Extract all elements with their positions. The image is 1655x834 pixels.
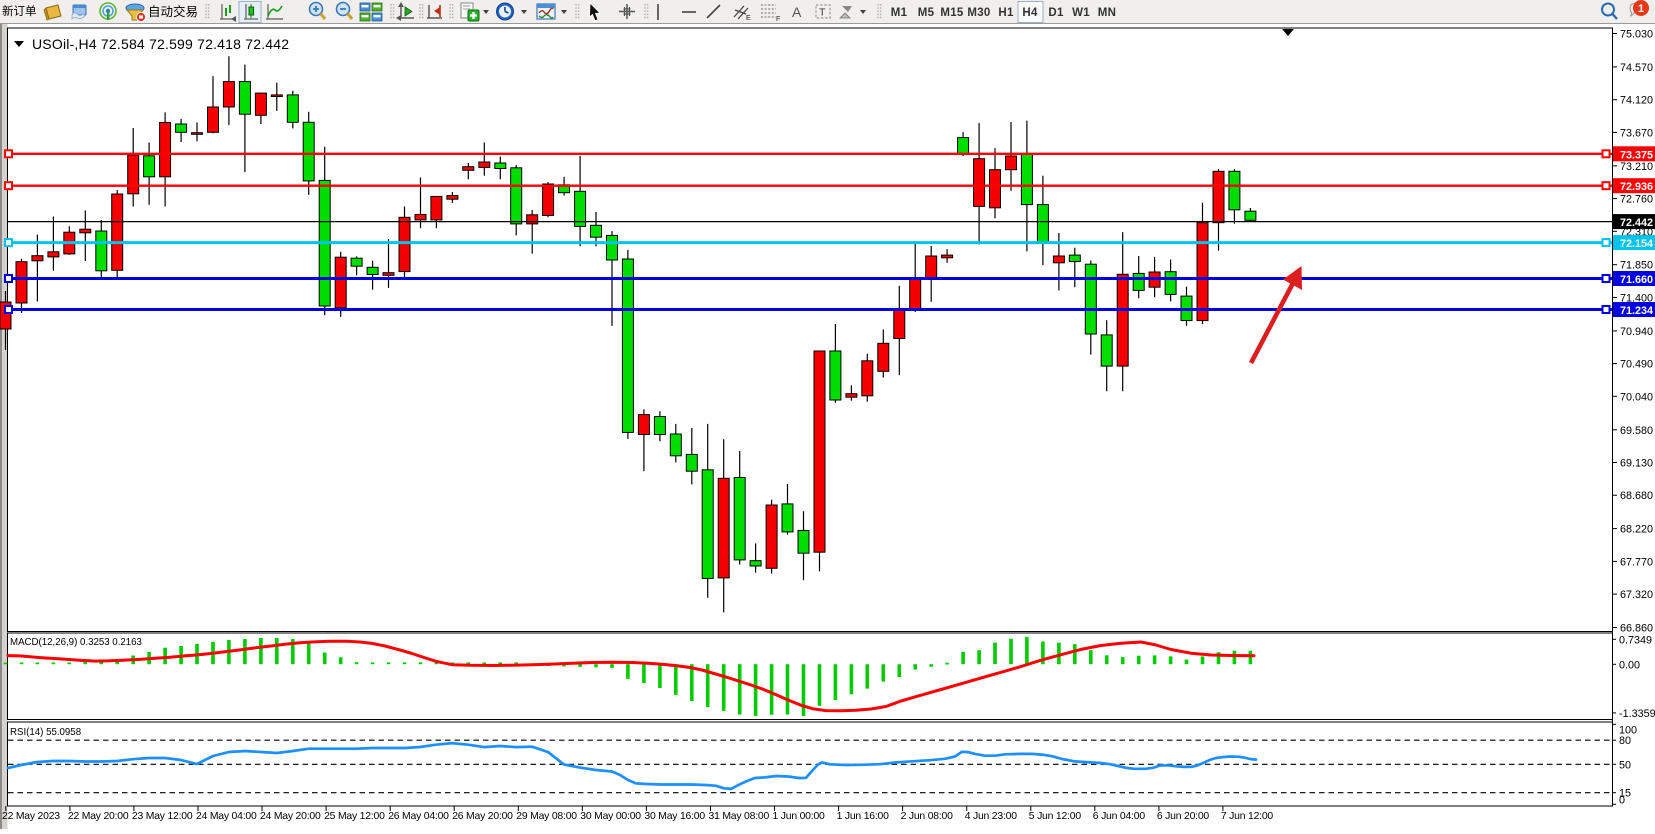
svg-text:22 May 2023: 22 May 2023 (2, 811, 60, 822)
svg-text:70.490: 70.490 (1620, 359, 1653, 371)
svg-text:73.210: 73.210 (1620, 161, 1653, 173)
svg-text:0: 0 (1619, 795, 1625, 807)
svg-text:80: 80 (1619, 735, 1631, 747)
svg-text:26 May 20:00: 26 May 20:00 (452, 811, 513, 822)
svg-text:68.680: 68.680 (1620, 490, 1653, 502)
svg-text:MN: MN (1098, 7, 1117, 19)
svg-text:72.936: 72.936 (1620, 181, 1653, 193)
svg-text:24 May 04:00: 24 May 04:00 (196, 811, 257, 822)
svg-text:F: F (776, 16, 780, 23)
svg-text:D1: D1 (1048, 7, 1064, 19)
svg-text:22 May 20:00: 22 May 20:00 (68, 811, 129, 822)
svg-text:E: E (746, 15, 751, 22)
svg-text:67.320: 67.320 (1620, 589, 1653, 601)
svg-text:74.570: 74.570 (1620, 62, 1653, 74)
svg-text:1: 1 (1638, 3, 1644, 15)
svg-text:5 Jun 12:00: 5 Jun 12:00 (1029, 811, 1082, 822)
svg-text:73.670: 73.670 (1620, 127, 1653, 139)
svg-text:72.154: 72.154 (1620, 238, 1653, 250)
svg-text:RSI(14) 55.0958: RSI(14) 55.0958 (10, 727, 81, 738)
svg-text:25 May 12:00: 25 May 12:00 (324, 811, 385, 822)
svg-text:70.040: 70.040 (1620, 391, 1653, 403)
svg-text:100: 100 (1619, 725, 1637, 737)
svg-text:7 Jun 12:00: 7 Jun 12:00 (1221, 811, 1274, 822)
svg-text:MACD(12,26,9) 0.3253 0.2163: MACD(12,26,9) 0.3253 0.2163 (10, 637, 142, 648)
svg-text:72.760: 72.760 (1620, 194, 1653, 206)
svg-text:M15: M15 (940, 7, 964, 19)
svg-text:1 Jun 16:00: 1 Jun 16:00 (837, 811, 890, 822)
svg-text:新订单: 新订单 (2, 4, 37, 18)
svg-text:-1.3359: -1.3359 (1619, 708, 1655, 720)
svg-text:0.7349: 0.7349 (1619, 634, 1652, 646)
svg-text:6 Jun 04:00: 6 Jun 04:00 (1093, 811, 1146, 822)
svg-text:4 Jun 23:00: 4 Jun 23:00 (965, 811, 1018, 822)
svg-text:15: 15 (1619, 788, 1631, 800)
svg-text:67.770: 67.770 (1620, 556, 1653, 568)
svg-text:69.580: 69.580 (1620, 425, 1653, 437)
svg-text:71.850: 71.850 (1620, 260, 1653, 272)
svg-text:69.130: 69.130 (1620, 458, 1653, 470)
svg-text:66.860: 66.860 (1620, 623, 1653, 635)
svg-text:26 May 04:00: 26 May 04:00 (388, 811, 449, 822)
svg-text:75.030: 75.030 (1620, 29, 1653, 41)
svg-text:W1: W1 (1072, 7, 1090, 19)
svg-text:自动交易: 自动交易 (148, 4, 198, 19)
svg-text:70.940: 70.940 (1620, 326, 1653, 338)
svg-text:1 Jun 00:00: 1 Jun 00:00 (773, 811, 826, 822)
svg-text:31 May 08:00: 31 May 08:00 (709, 811, 770, 822)
svg-text:H4: H4 (1022, 7, 1038, 19)
svg-text:USOil-,H4 72.584 72.599 72.41: USOil-,H4 72.584 72.599 72.418 72.442 (32, 36, 289, 52)
svg-text:29 May 08:00: 29 May 08:00 (516, 811, 577, 822)
svg-text:0.00: 0.00 (1619, 659, 1640, 671)
svg-text:73.375: 73.375 (1620, 149, 1653, 161)
svg-text:A: A (792, 4, 802, 20)
svg-text:68.220: 68.220 (1620, 524, 1653, 536)
svg-text:T: T (819, 7, 826, 19)
svg-text:2 Jun 08:00: 2 Jun 08:00 (901, 811, 954, 822)
svg-text:71.400: 71.400 (1620, 292, 1653, 304)
svg-text:M1: M1 (891, 7, 908, 19)
svg-text:72.442: 72.442 (1620, 217, 1653, 229)
svg-text:6 Jun 20:00: 6 Jun 20:00 (1157, 811, 1210, 822)
svg-text:71.234: 71.234 (1620, 305, 1653, 317)
svg-text:50: 50 (1619, 759, 1631, 771)
svg-text:30 May 16:00: 30 May 16:00 (644, 811, 705, 822)
svg-text:71.660: 71.660 (1620, 274, 1653, 286)
svg-text:23 May 12:00: 23 May 12:00 (132, 811, 193, 822)
svg-text:24 May 20:00: 24 May 20:00 (260, 811, 321, 822)
svg-text:30 May 00:00: 30 May 00:00 (580, 811, 641, 822)
svg-text:M30: M30 (967, 7, 990, 19)
svg-text:M5: M5 (918, 7, 935, 19)
svg-text:H1: H1 (998, 7, 1014, 19)
svg-text:74.120: 74.120 (1620, 95, 1653, 107)
